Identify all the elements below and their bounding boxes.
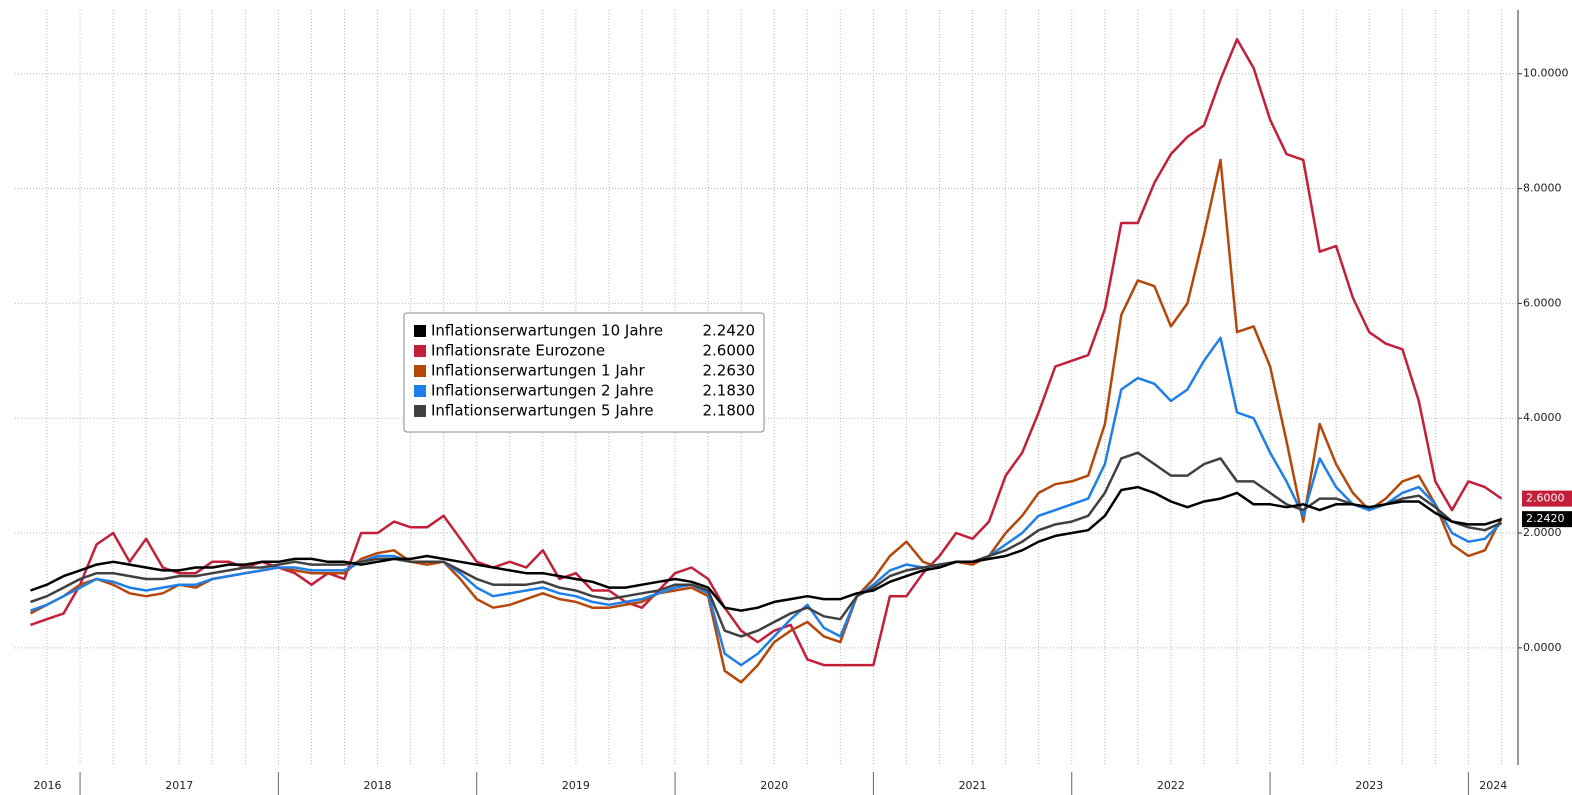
value-tag-label: 2.2420 (1526, 512, 1565, 525)
x-tick-label: 2018 (364, 779, 392, 792)
legend: Inflationserwartungen 10 Jahre 2.2420 Infl… (403, 312, 765, 433)
x-tick-label: 2021 (959, 779, 987, 792)
series-line (30, 38, 1503, 667)
legend-swatch (414, 325, 426, 337)
x-tick-label: 2020 (760, 779, 788, 792)
legend-value: 2.1800 (703, 402, 756, 420)
legend-box (403, 312, 765, 433)
series-line (30, 336, 1503, 667)
value-tag-label: 2.6000 (1526, 492, 1565, 505)
legend-value: 2.2630 (703, 362, 756, 380)
y-tick-label: 8.0000 (1523, 182, 1562, 195)
x-tick-label: 2019 (562, 779, 590, 792)
legend-swatch (414, 385, 426, 397)
legend-value: 2.1830 (703, 382, 756, 400)
legend-value: 2.6000 (703, 342, 756, 360)
legend-label: Inflationserwartungen 1 Jahr (431, 362, 645, 380)
legend-swatch (414, 405, 426, 417)
legend-label: Inflationserwartungen 2 Jahre (431, 382, 654, 400)
x-tick-label: 2017 (165, 779, 193, 792)
legend-swatch (414, 365, 426, 377)
y-tick-label: 2.0000 (1523, 526, 1562, 539)
series-line (30, 451, 1503, 638)
legend-label: Inflationsrate Eurozone (431, 342, 605, 360)
y-tick-label: 10.0000 (1523, 67, 1569, 80)
legend-value: 2.2420 (703, 322, 756, 340)
y-tick-label: 6.0000 (1523, 296, 1562, 309)
x-tick-label: 2022 (1157, 779, 1185, 792)
value-tag (1522, 490, 1572, 507)
x-tick-label: 2024 (1479, 779, 1507, 792)
legend-label: Inflationserwartungen 10 Jahre (431, 322, 663, 340)
series-line (30, 485, 1502, 612)
y-tick-label: 4.0000 (1523, 411, 1562, 424)
y-tick-label: 0.0000 (1523, 641, 1562, 654)
x-tick-label: 2016 (34, 779, 62, 792)
value-tag (1522, 511, 1572, 528)
x-tick-label: 2023 (1355, 779, 1383, 792)
legend-label: Inflationserwartungen 5 Jahre (431, 402, 654, 420)
legend-swatch (414, 345, 426, 357)
